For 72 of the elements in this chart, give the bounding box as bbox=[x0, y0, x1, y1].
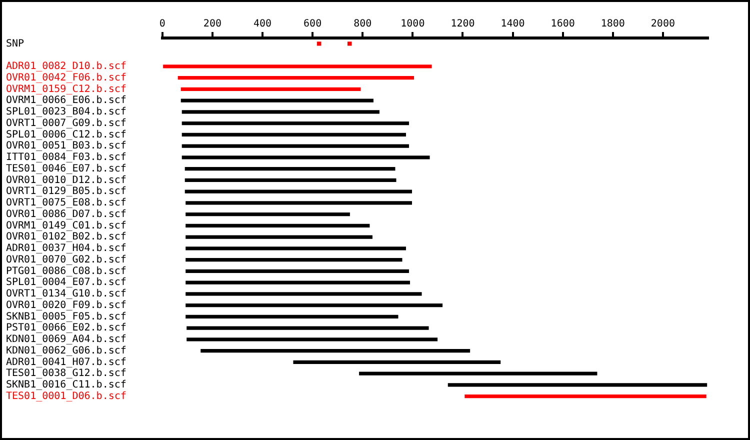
bar bbox=[448, 383, 708, 387]
bar bbox=[184, 190, 412, 194]
y-tick-label: OVR01_0010_D12.b.scf bbox=[6, 174, 126, 186]
y-tick-label: TES01_0046_E07.b.scf bbox=[6, 163, 126, 174]
y-tick-label: SKNB1_0005_F05.b.scf bbox=[6, 311, 126, 322]
bar bbox=[178, 76, 414, 80]
y-tick-label: PST01_0066_E02.b.scf bbox=[6, 322, 126, 334]
bar bbox=[464, 394, 706, 398]
x-tick-label: 1600 bbox=[550, 18, 575, 30]
x-tick-label: 800 bbox=[354, 18, 372, 30]
y-tick-label: OVR01_0070_G02.b.scf bbox=[6, 254, 126, 266]
bar bbox=[163, 64, 432, 68]
bar bbox=[186, 246, 406, 250]
y-tick-label: ADR01_0082_D10.b.scf bbox=[6, 61, 126, 72]
bar bbox=[186, 224, 370, 228]
bar bbox=[182, 144, 410, 148]
y-tick-label: OVR01_0051_B03.b.scf bbox=[6, 140, 126, 152]
x-tick-label: 1200 bbox=[450, 18, 475, 30]
x-tick-label: 1400 bbox=[500, 18, 525, 30]
bar bbox=[186, 338, 438, 342]
bar bbox=[200, 348, 470, 353]
bar bbox=[186, 292, 422, 296]
y-tick-label: ITT01_0084_F03.b.scf bbox=[6, 152, 126, 164]
y-tick-label: SKNB1_0016_C11.b.scf bbox=[6, 380, 126, 391]
x-tick-label: 1000 bbox=[400, 18, 425, 30]
y-tick-label: OVRT1_0007_G09.b.scf bbox=[6, 118, 126, 129]
y-tick-label: TES01_0001_D06.b.scf bbox=[6, 390, 126, 402]
y-tick-label: OVRM1_0159_C12.b.scf bbox=[6, 84, 126, 95]
y-tick-label: KDN01_0062_G06.b.scf bbox=[6, 345, 126, 356]
bar bbox=[182, 121, 410, 126]
bar bbox=[186, 258, 402, 262]
bar bbox=[182, 132, 406, 137]
bar bbox=[182, 156, 430, 160]
bar bbox=[359, 372, 598, 376]
bar bbox=[184, 166, 396, 171]
bar bbox=[186, 303, 443, 308]
x-tick-label: 0 bbox=[159, 18, 166, 30]
y-tick-label: PTG01_0086_C08.b.scf bbox=[6, 266, 126, 277]
y-tick-label: ADR01_0037_H04.b.scf bbox=[6, 243, 126, 254]
y-tick-label: SNP bbox=[6, 38, 24, 50]
bar bbox=[184, 178, 396, 182]
bar bbox=[186, 280, 410, 284]
y-tick-label: OVR01_0086_D07.b.scf bbox=[6, 208, 126, 220]
bar bbox=[293, 360, 501, 364]
x-tick-label: 600 bbox=[304, 18, 322, 30]
bar bbox=[186, 269, 410, 274]
bar bbox=[186, 201, 412, 205]
bar bbox=[180, 87, 361, 92]
y-tick-label: OVRT1_0129_B05.b.scf bbox=[6, 186, 126, 198]
y-tick-label: SPL01_0023_B04.b.scf bbox=[6, 106, 126, 118]
bar bbox=[186, 326, 429, 330]
bar bbox=[182, 110, 380, 114]
bar bbox=[180, 98, 374, 102]
y-tick-label: OVR01_0042_F06.b.scf bbox=[6, 72, 126, 84]
y-tick-label: OVRT1_0075_E08.b.scf bbox=[6, 198, 126, 209]
x-tick-label: 400 bbox=[253, 18, 272, 30]
bar bbox=[186, 212, 350, 216]
y-tick-label: SPL01_0004_E07.b.scf bbox=[6, 277, 126, 288]
y-tick-label: OVR01_0020_F09.b.scf bbox=[6, 300, 126, 311]
y-tick-label: OVRT1_0134_G10.b.scf bbox=[6, 288, 126, 300]
bar bbox=[186, 235, 372, 239]
x-tick-label: 2000 bbox=[650, 18, 675, 30]
y-tick-label: OVRM1_0149_C01.b.scf bbox=[6, 220, 126, 232]
y-tick-label: ADR01_0041_H07.b.scf bbox=[6, 356, 126, 368]
y-tick-label: KDN01_0069_A04.b.scf bbox=[6, 334, 126, 346]
y-tick-label: OVRM1_0066_E06.b.scf bbox=[6, 95, 126, 106]
y-tick-label: TES01_0038_G12.b.scf bbox=[6, 368, 126, 380]
bar bbox=[186, 314, 398, 319]
x-tick-label: 200 bbox=[203, 18, 222, 30]
y-tick-label: OVR01_0102_B02.b.scf bbox=[6, 232, 126, 243]
x-tick-label: 1800 bbox=[600, 18, 625, 30]
y-tick-label: SPL01_0006_C12.b.scf bbox=[6, 129, 126, 140]
